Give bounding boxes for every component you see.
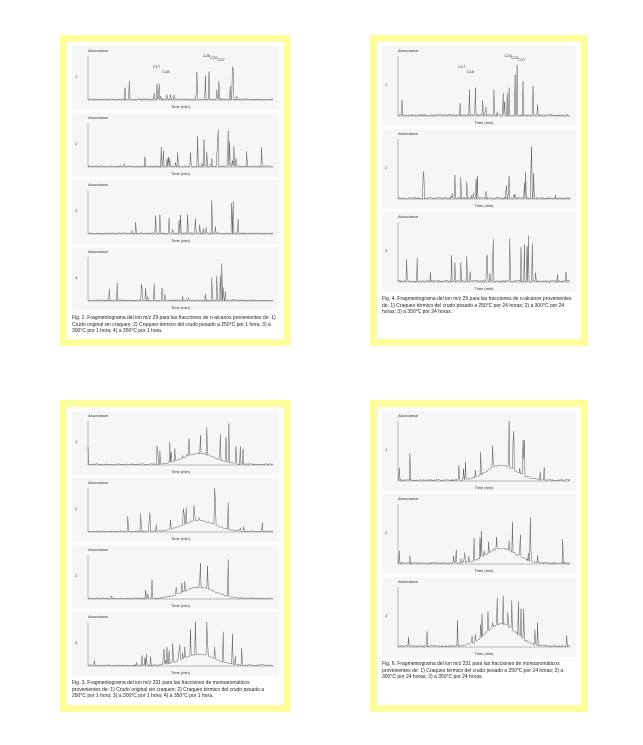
abundance-label: Abundance: [398, 131, 419, 136]
caption: Fig. 4. Fragmentograma del ion m/z 29 pa…: [382, 296, 572, 315]
peak-label: C25: [203, 53, 211, 58]
chromatogram: 1 Abundance Time (min): [72, 411, 279, 475]
time-label: Time (min): [475, 120, 495, 125]
abundance-label: Abundance: [88, 249, 109, 254]
figure-panel: 1 Abundance Time (min) 2 Abundance Time (min)…: [60, 400, 291, 712]
peak-label: C26: [511, 55, 519, 60]
chart-index: 2: [384, 165, 388, 170]
chart-index: 2: [384, 530, 388, 535]
abundance-label: Abundance: [88, 413, 109, 418]
chromatogram: 3 Abundance Time (min): [382, 212, 576, 292]
chart-index: 2: [74, 506, 78, 511]
chromatogram: 3 Abundance Time (min): [72, 180, 279, 244]
chromatogram: 2 Abundance Time (min): [382, 494, 576, 574]
trace: [87, 66, 274, 101]
chart-index: 1: [75, 74, 77, 79]
chromatogram: 2 Abundance Time (min): [382, 129, 576, 209]
chart-index: 3: [385, 613, 388, 618]
abundance-label: Abundance: [398, 579, 419, 584]
chart-index: 2: [74, 141, 78, 146]
figure-panel: 1 Abundance Time (min) 2 Abundance Time (min)…: [370, 400, 588, 712]
chart-index: 4: [75, 275, 78, 280]
time-label: Time (min): [475, 485, 495, 490]
chart-stack: 1 Abundance Time (min) C17 C18 C25 C26 C27 2 Abun…: [72, 46, 279, 311]
time-label: Time (min): [171, 603, 191, 608]
caption: Fig. 6. Fragmentograma del ion m/z 231 p…: [382, 661, 564, 680]
trace: [397, 595, 570, 648]
chart-index: 3: [75, 208, 78, 213]
chart-index: 1: [75, 439, 77, 444]
figure-panel: 1 Abundance Time (min) C17 C18 C25 C26 C27 2 Abun…: [60, 35, 291, 346]
chart-stack: 1 Abundance Time (min) 2 Abundance Time (min)…: [382, 411, 576, 657]
peak-label: C17: [458, 64, 466, 69]
chromatogram: 1 Abundance Time (min): [382, 411, 576, 491]
trace: [88, 129, 274, 168]
abundance-label: Abundance: [88, 115, 109, 120]
trace: [397, 420, 571, 482]
abundance-label: Abundance: [88, 614, 109, 619]
abundance-label: Abundance: [398, 413, 419, 418]
chart-index: 3: [385, 248, 388, 253]
trace: [397, 146, 571, 200]
time-label: Time (min): [171, 536, 191, 541]
trace: [87, 199, 274, 235]
chromatogram: 2 Abundance Time (min): [72, 478, 279, 542]
caption: Fig. 2. Fragmentograma del ion m/z 29 pa…: [72, 315, 276, 334]
peak-label: C27: [518, 57, 526, 62]
peak-label: C27: [218, 57, 226, 62]
trace: [397, 235, 571, 283]
abundance-label: Abundance: [88, 480, 109, 485]
time-label: Time (min): [171, 670, 191, 675]
time-label: Time (min): [475, 203, 495, 208]
figure-panel: 1 Abundance Time (min) C17 C18 C25 C26 C27 2 Abun…: [370, 35, 588, 346]
peak-label: C26: [210, 55, 218, 60]
peak-label: C18: [162, 69, 170, 74]
time-label: Time (min): [171, 171, 191, 176]
chart-index: 1: [385, 82, 387, 87]
peak-label: C17: [153, 64, 161, 69]
time-label: Time (min): [171, 469, 191, 474]
time-label: Time (min): [171, 104, 191, 109]
abundance-label: Abundance: [398, 496, 419, 501]
chromatogram: 2 Abundance Time (min): [72, 113, 279, 177]
peak-label: C18: [467, 69, 475, 74]
chart-index: 1: [385, 447, 387, 452]
chromatogram: 3 Abundance Time (min): [382, 577, 576, 657]
time-label: Time (min): [475, 568, 495, 573]
time-label: Time (min): [171, 238, 191, 243]
time-label: Time (min): [475, 651, 495, 656]
chart-stack: 1 Abundance Time (min) C17 C18 C25 C26 C27 2 Abun…: [382, 46, 576, 292]
time-label: Time (min): [171, 305, 191, 310]
trace: [397, 64, 571, 117]
chart-index: 3: [75, 573, 78, 578]
chromatogram: 4 Abundance Time (min): [72, 247, 279, 311]
abundance-label: Abundance: [88, 547, 109, 552]
time-label: Time (min): [475, 286, 495, 291]
trace: [87, 423, 274, 466]
trace: [87, 559, 274, 600]
chart-index: 4: [75, 640, 78, 645]
chromatogram: 4 Abundance Time (min): [72, 612, 279, 676]
trace: [87, 487, 274, 533]
abundance-label: Abundance: [398, 214, 419, 219]
chromatogram: 3 Abundance Time (min): [72, 545, 279, 609]
trace: [87, 621, 273, 667]
chart-stack: 1 Abundance Time (min) 2 Abundance Time (min)…: [72, 411, 279, 676]
abundance-label: Abundance: [88, 48, 109, 53]
trace: [397, 517, 571, 565]
abundance-label: Abundance: [88, 182, 109, 187]
trace: [87, 263, 274, 302]
caption: Fig. 3. Fragmentograma del ion m/z 231 p…: [72, 680, 265, 699]
peak-label: C25: [504, 53, 512, 58]
abundance-label: Abundance: [398, 48, 419, 53]
